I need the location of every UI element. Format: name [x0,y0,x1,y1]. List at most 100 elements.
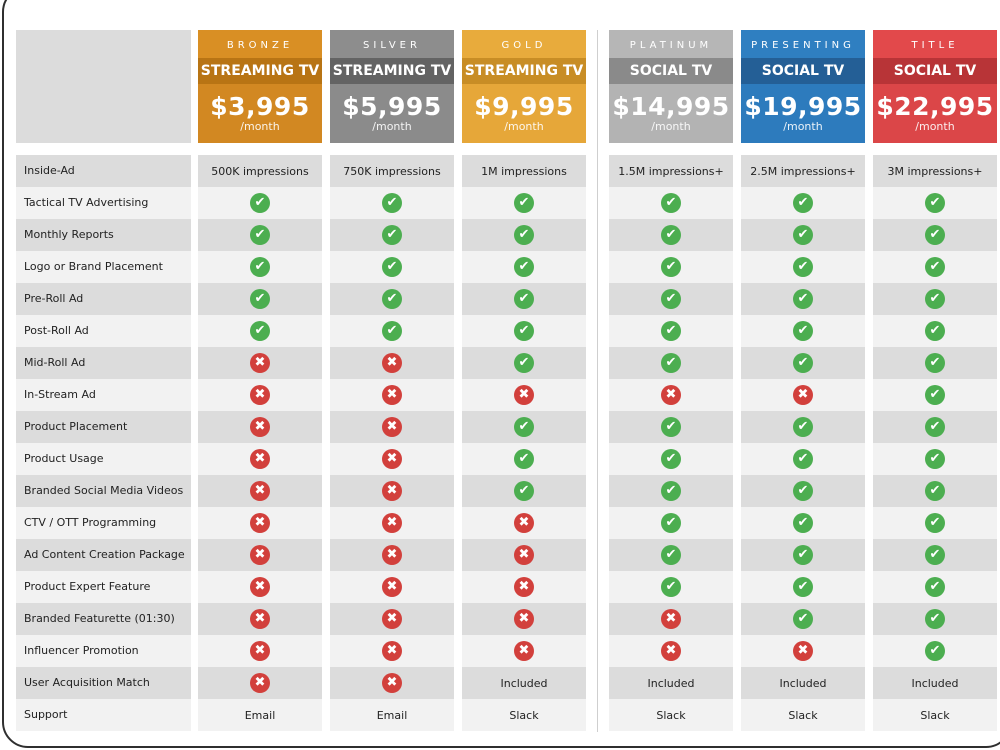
check-circle-icon: ✔ [925,609,945,629]
plan-period: /month [240,120,280,133]
check-circle-icon: ✔ [661,545,681,565]
x-circle-icon: ✖ [661,609,681,629]
feature-value: Email [376,708,408,722]
feature-cell: 500K impressions [198,155,322,187]
feature-cell: ✔ [741,219,865,251]
check-circle-icon: ✔ [514,193,534,213]
check-circle-icon: ✔ [925,513,945,533]
feature-cell: Email [198,699,322,731]
check-circle-icon: ✔ [925,289,945,309]
check-circle-icon: ✔ [925,417,945,437]
x-circle-icon: ✖ [514,545,534,565]
feature-label: Inside-Ad [16,155,191,187]
feature-cell: ✖ [198,411,322,443]
x-circle-icon: ✖ [382,481,402,501]
feature-cell: ✖ [198,539,322,571]
feature-cell: ✔ [609,219,733,251]
feature-value: Included [911,676,959,690]
feature-cell: ✔ [741,315,865,347]
feature-label: Product Expert Feature [16,571,191,603]
feature-value: 1M impressions [481,164,567,178]
feature-value: 3M impressions+ [887,164,983,178]
plan-price: $22,995 [876,92,994,121]
feature-label: Product Usage [16,443,191,475]
feature-cell: Included [462,667,586,699]
feature-cell: ✖ [609,603,733,635]
feature-cell: ✔ [873,507,997,539]
x-circle-icon: ✖ [382,641,402,661]
feature-cell: ✖ [198,379,322,411]
feature-cell: Included [609,667,733,699]
feature-cell: ✔ [330,251,454,283]
feature-label: Post-Roll Ad [16,315,191,347]
feature-cell: ✔ [873,443,997,475]
feature-cell: ✔ [462,315,586,347]
feature-cell: ✔ [330,219,454,251]
check-circle-icon: ✔ [925,353,945,373]
plan-price: $3,995 [210,92,310,121]
check-circle-icon: ✔ [514,481,534,501]
x-circle-icon: ✖ [250,417,270,437]
check-circle-icon: ✔ [793,289,813,309]
feature-cell: ✔ [609,475,733,507]
feature-cell: ✔ [462,443,586,475]
check-circle-icon: ✔ [514,449,534,469]
feature-label: Support [16,699,191,731]
x-circle-icon: ✖ [382,449,402,469]
feature-cell: ✖ [330,539,454,571]
feature-value: 750K impressions [343,164,441,178]
feature-cell: ✔ [609,283,733,315]
feature-cell: ✖ [198,443,322,475]
feature-cell: ✔ [198,219,322,251]
plan-price: $19,995 [744,92,862,121]
check-circle-icon: ✔ [793,225,813,245]
feature-cell: ✔ [873,603,997,635]
feature-cell: ✔ [330,315,454,347]
feature-value: Slack [656,708,686,722]
feature-label: Monthly Reports [16,219,191,251]
plan-price: $9,995 [474,92,574,121]
feature-cell: ✔ [873,539,997,571]
feature-value: Included [500,676,548,690]
plan-tier-label: PLATINUM [609,30,733,58]
feature-cell: 3M impressions+ [873,155,997,187]
x-circle-icon: ✖ [382,545,402,565]
check-circle-icon: ✔ [514,289,534,309]
check-circle-icon: ✔ [925,449,945,469]
check-circle-icon: ✔ [793,449,813,469]
feature-cell: ✔ [741,571,865,603]
feature-cell: ✔ [609,251,733,283]
feature-cell: ✔ [609,411,733,443]
check-circle-icon: ✔ [793,257,813,277]
x-circle-icon: ✖ [793,385,813,405]
feature-cell: ✔ [609,507,733,539]
check-circle-icon: ✔ [382,321,402,341]
check-circle-icon: ✔ [250,289,270,309]
feature-cell: 750K impressions [330,155,454,187]
plan-product-label: SOCIAL TV [873,58,997,84]
check-circle-icon: ✔ [793,193,813,213]
feature-cell: ✖ [741,635,865,667]
check-circle-icon: ✔ [250,257,270,277]
check-circle-icon: ✔ [925,257,945,277]
feature-cell: ✖ [330,411,454,443]
check-circle-icon: ✔ [661,353,681,373]
plan-header-silver: SILVER STREAMING TV $5,995/month [330,30,454,143]
feature-value: Email [244,708,276,722]
feature-cell: Slack [741,699,865,731]
feature-cell: ✖ [198,571,322,603]
feature-cell: ✔ [741,187,865,219]
feature-cell: 1M impressions [462,155,586,187]
feature-cell: ✔ [873,187,997,219]
feature-cell: ✔ [741,475,865,507]
feature-label: Branded Featurette (01:30) [16,603,191,635]
feature-cell: ✖ [462,571,586,603]
feature-value: Included [779,676,827,690]
check-circle-icon: ✔ [793,545,813,565]
x-circle-icon: ✖ [250,641,270,661]
header-corner [16,30,191,143]
feature-cell: ✖ [330,347,454,379]
x-circle-icon: ✖ [661,641,681,661]
x-circle-icon: ✖ [514,577,534,597]
feature-value: Slack [788,708,818,722]
